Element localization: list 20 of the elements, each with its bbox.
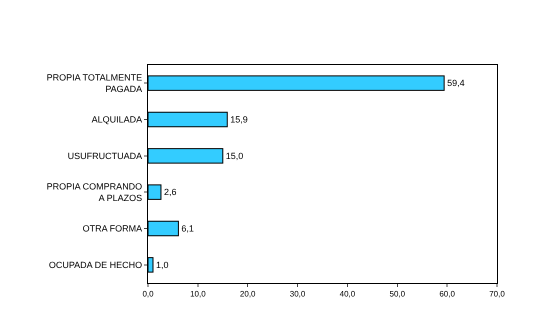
y-tick-label: PROPIA TOTALMENTE PAGADA — [46, 72, 142, 94]
data-label: 59,4 — [447, 78, 465, 88]
x-tick-label: 20,0 — [240, 290, 256, 299]
x-tick-label: 40,0 — [340, 290, 356, 299]
data-label: 6,1 — [181, 224, 194, 234]
x-tick-label: 70,0 — [489, 290, 506, 299]
data-label: 1,0 — [156, 260, 169, 270]
data-label: 2,6 — [164, 187, 176, 198]
x-tick-label: 10,0 — [190, 290, 206, 299]
x-tick-label: 50,0 — [390, 290, 406, 299]
x-tick-label: 0,0 — [142, 290, 154, 299]
data-label: 15,0 — [226, 150, 244, 161]
y-tick-label: PROPIA COMPRANDO A PLAZOS — [46, 181, 142, 204]
x-tick-label: 60,0 — [439, 290, 456, 299]
y-tick-label: OTRA FORMA — [82, 224, 142, 234]
x-tick-label: 30,0 — [290, 290, 306, 299]
y-tick-label: USUFRUCTUADA — [68, 150, 142, 161]
y-tick-label: ALQUILADA — [92, 114, 142, 125]
y-tick-label: OCUPADA DE HECHO — [48, 260, 142, 270]
data-label: 15,9 — [230, 114, 248, 124]
